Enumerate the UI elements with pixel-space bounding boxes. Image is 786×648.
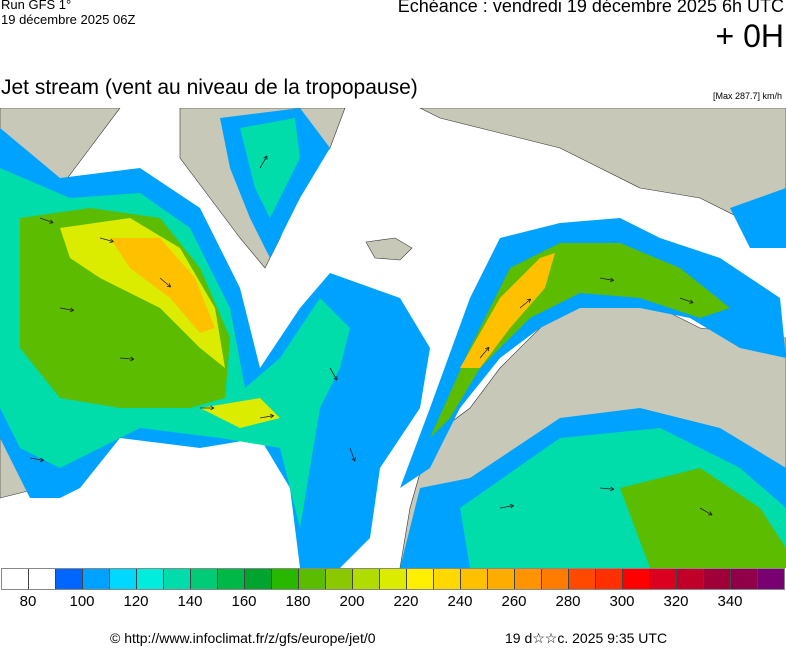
scale-cell — [650, 569, 677, 589]
wind-arrow — [119, 356, 135, 362]
scale-cell — [137, 569, 164, 589]
wind-arrow — [59, 307, 75, 313]
max-value: [Max 287.7] km/h — [712, 91, 782, 101]
scale-cell — [569, 569, 596, 589]
scale-cell — [110, 569, 137, 589]
scale-tick: 180 — [285, 593, 311, 610]
scale-cell — [623, 569, 650, 589]
scale-cell — [407, 569, 434, 589]
wind-arrow — [99, 237, 114, 243]
scale-cell — [596, 569, 623, 589]
scale-cell — [218, 569, 245, 589]
scale-tick: 340 — [717, 593, 743, 610]
scale-tick: 160 — [231, 593, 257, 610]
scale-tick: 100 — [69, 593, 95, 610]
forecast-offset: + 0H — [715, 18, 784, 54]
map-title: Jet stream (vent au niveau de la tropopa… — [1, 76, 418, 99]
scale-cell — [299, 569, 326, 589]
wind-arrow — [200, 405, 215, 411]
scale-tick: 80 — [19, 593, 37, 610]
wind-arrow — [499, 503, 515, 509]
run-model: Run GFS 1° — [1, 0, 72, 12]
copyright: © http://www.infoclimat.fr/z/gfs/europe/… — [110, 630, 376, 646]
color-scale — [1, 568, 785, 590]
wind-arrow — [259, 155, 268, 169]
scale-cell — [434, 569, 461, 589]
scale-cell — [191, 569, 218, 589]
wind-arrow — [259, 413, 275, 419]
wind-arrow — [479, 346, 490, 359]
scale-tick: 220 — [393, 593, 419, 610]
wind-arrow — [29, 457, 45, 463]
iceland — [365, 237, 413, 261]
wind-arrows — [29, 155, 713, 516]
scale-cell — [515, 569, 542, 589]
scale-cell — [542, 569, 569, 589]
wind-arrow — [599, 486, 615, 492]
run-date: 19 décembre 2025 06Z — [1, 12, 136, 27]
wind-arrow — [39, 217, 54, 224]
scale-cell — [704, 569, 731, 589]
scale-cell — [29, 569, 56, 589]
wind-arrow — [159, 277, 172, 288]
scale-cell — [326, 569, 353, 589]
jet-stream-map — [0, 108, 786, 568]
arctic-land — [419, 108, 786, 219]
scale-tick: 120 — [123, 593, 149, 610]
scale-cell — [488, 569, 515, 589]
forecast-time: Echéance : vendredi 19 décembre 2025 6h … — [397, 0, 784, 16]
scale-tick: 200 — [339, 593, 365, 610]
generated-date: 19 d☆☆c. 2025 9:35 UTC — [505, 630, 668, 646]
scale-cell — [245, 569, 272, 589]
scale-tick: 300 — [609, 593, 635, 610]
scale-cell — [164, 569, 191, 589]
scale-tick: 140 — [177, 593, 203, 610]
scale-tick: 240 — [447, 593, 473, 610]
wind-arrow — [679, 297, 694, 304]
wind-arrow — [349, 447, 356, 462]
scale-cell — [731, 569, 758, 589]
scale-cell — [758, 569, 784, 589]
scale-tick: 320 — [663, 593, 689, 610]
wind-arrow — [519, 298, 532, 309]
scale-cell — [353, 569, 380, 589]
run-info: Run GFS 1° 19 décembre 2025 06Z — [1, 0, 135, 27]
scale-cell — [677, 569, 704, 589]
scale-cell — [56, 569, 83, 589]
wind-arrow — [599, 277, 615, 283]
jet-areas — [0, 108, 786, 568]
scale-cell — [461, 569, 488, 589]
wind-arrow — [329, 367, 338, 381]
scale-cell — [83, 569, 110, 589]
scale-cell — [380, 569, 407, 589]
scale-tick: 280 — [555, 593, 581, 610]
wind-arrow — [699, 507, 713, 516]
scale-tick: 260 — [501, 593, 527, 610]
scale-cell — [2, 569, 29, 589]
scale-cell — [272, 569, 299, 589]
